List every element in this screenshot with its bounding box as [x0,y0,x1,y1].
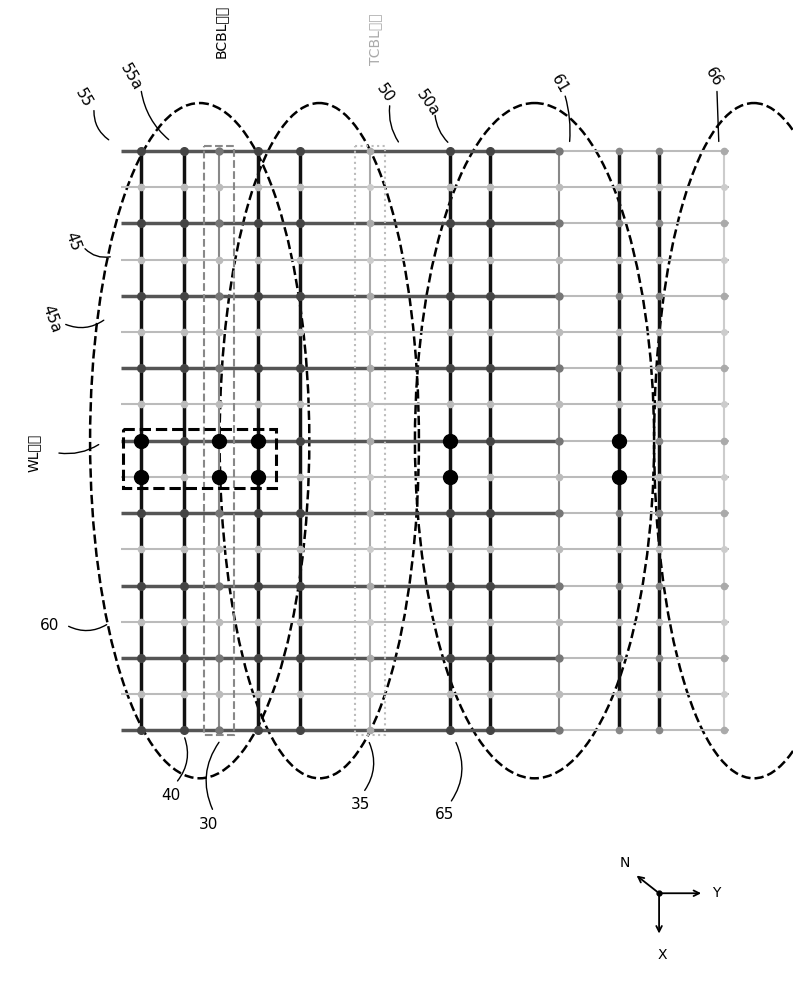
Text: TCBL触点: TCBL触点 [368,13,382,65]
Text: 45: 45 [63,230,83,254]
Text: BCBL触点: BCBL触点 [214,5,228,58]
Text: 60: 60 [40,618,59,633]
Bar [204,146,233,735]
Text: 55: 55 [71,86,94,110]
Bar [355,146,385,735]
Text: 55a: 55a [118,61,145,93]
Text: X: X [657,948,667,962]
Text: 50: 50 [373,81,397,106]
Bar [123,429,276,488]
Text: 35: 35 [350,797,370,812]
Text: 65: 65 [435,807,454,822]
Text: 66: 66 [703,65,725,89]
Text: N: N [619,856,630,870]
Text: 61: 61 [548,72,571,96]
Text: Y: Y [712,886,720,900]
Text: 30: 30 [199,817,218,832]
Text: 40: 40 [161,788,180,803]
Text: 45a: 45a [39,303,64,335]
Text: 50a: 50a [414,87,442,119]
Text: WL触点: WL触点 [26,434,40,472]
